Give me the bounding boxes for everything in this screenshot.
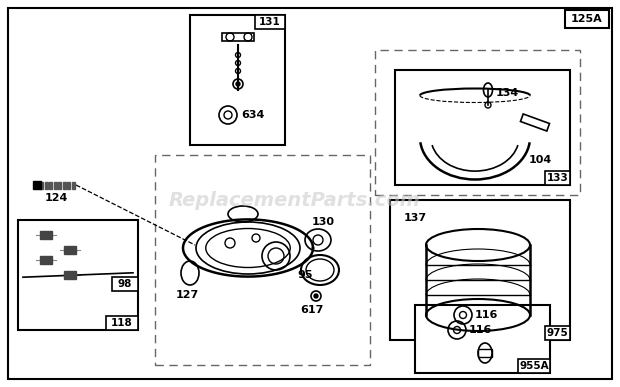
Text: 634: 634 [241, 110, 264, 120]
Text: 131: 131 [259, 17, 281, 27]
Bar [63, 182, 66, 188]
Text: 98: 98 [118, 279, 132, 289]
Text: 955A: 955A [519, 361, 549, 371]
Bar [565, 10, 609, 28]
Text: 617: 617 [300, 305, 324, 315]
Bar [53, 182, 56, 188]
Bar [33, 181, 41, 189]
Text: 116: 116 [475, 310, 498, 320]
Bar [64, 271, 76, 279]
Bar [40, 231, 52, 239]
Bar [375, 50, 580, 195]
Bar [40, 256, 52, 264]
Bar [67, 182, 70, 188]
Text: 104: 104 [528, 155, 552, 165]
Text: ReplacementParts.com: ReplacementParts.com [169, 190, 421, 209]
Bar [544, 171, 570, 185]
Bar [478, 349, 492, 357]
Bar [71, 182, 74, 188]
Text: 124: 124 [45, 193, 68, 203]
Bar [395, 70, 570, 185]
Circle shape [236, 82, 240, 86]
Bar [155, 155, 370, 365]
Bar [40, 182, 43, 188]
Bar [45, 182, 48, 188]
Bar [64, 246, 76, 254]
Text: 137: 137 [404, 213, 427, 223]
Circle shape [314, 294, 318, 298]
Text: 125A: 125A [571, 14, 603, 24]
Bar [190, 15, 285, 145]
Bar [415, 305, 550, 373]
Text: 134: 134 [496, 88, 520, 98]
Text: 975: 975 [546, 328, 568, 338]
Text: 130: 130 [311, 217, 335, 227]
Text: 118: 118 [111, 318, 133, 328]
Bar [106, 316, 138, 330]
Bar [255, 15, 285, 29]
Text: 116: 116 [469, 325, 492, 335]
Text: 127: 127 [175, 290, 198, 300]
Bar [390, 200, 570, 340]
Bar [544, 326, 570, 340]
Bar [49, 182, 52, 188]
Bar [222, 33, 254, 41]
Text: 133: 133 [546, 173, 568, 183]
Bar [58, 182, 61, 188]
Bar [518, 359, 550, 373]
Bar [112, 277, 138, 291]
Bar [18, 220, 138, 330]
Text: 95: 95 [297, 270, 312, 280]
